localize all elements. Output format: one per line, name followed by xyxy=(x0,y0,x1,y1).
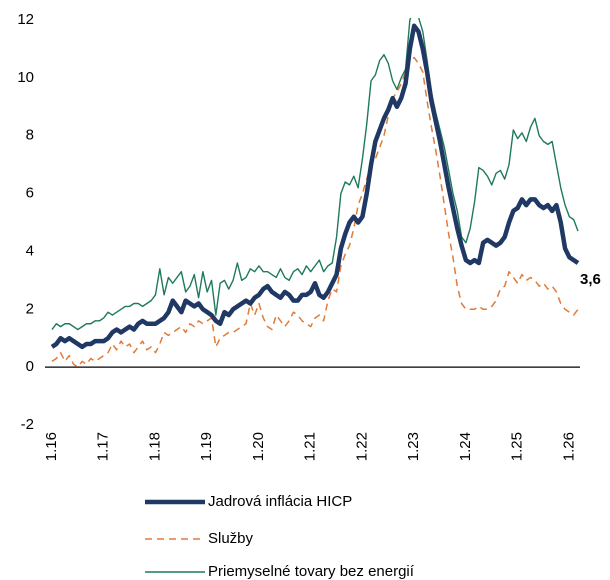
y-tick-label: 6 xyxy=(26,185,34,202)
x-tick-label: 1.21 xyxy=(302,432,319,461)
x-tick-label: 1.24 xyxy=(457,432,474,461)
y-tick-label: 4 xyxy=(26,242,34,259)
y-tick-label: 8 xyxy=(26,127,34,144)
legend-label: Priemyselné tovary bez energií xyxy=(208,563,415,580)
x-tick-label: 1.22 xyxy=(353,432,370,461)
x-tick-label: 1.17 xyxy=(95,432,112,461)
legend-label: Služby xyxy=(208,530,254,547)
y-tick-label: 12 xyxy=(17,11,34,28)
data-label: 3,6 xyxy=(580,271,601,288)
y-tick-label: 0 xyxy=(26,358,34,375)
x-tick-label: 1.16 xyxy=(43,432,60,461)
series-line xyxy=(51,56,579,368)
legend-label: Jadrová inflácia HICP xyxy=(208,493,352,510)
x-tick-label: 1.19 xyxy=(198,432,215,461)
series-line xyxy=(51,18,579,331)
x-tick-label: 1.26 xyxy=(560,432,577,461)
x-tick-label: 1.18 xyxy=(146,432,163,461)
y-tick-label: 2 xyxy=(26,300,34,317)
y-tick-label: 10 xyxy=(17,69,34,86)
y-tick-label: -2 xyxy=(21,416,34,433)
x-tick-label: 1.20 xyxy=(250,432,267,461)
x-tick-label: 1.23 xyxy=(405,432,422,461)
x-tick-label: 1.25 xyxy=(509,432,526,461)
series-line xyxy=(50,23,580,350)
plot-area xyxy=(50,18,580,368)
